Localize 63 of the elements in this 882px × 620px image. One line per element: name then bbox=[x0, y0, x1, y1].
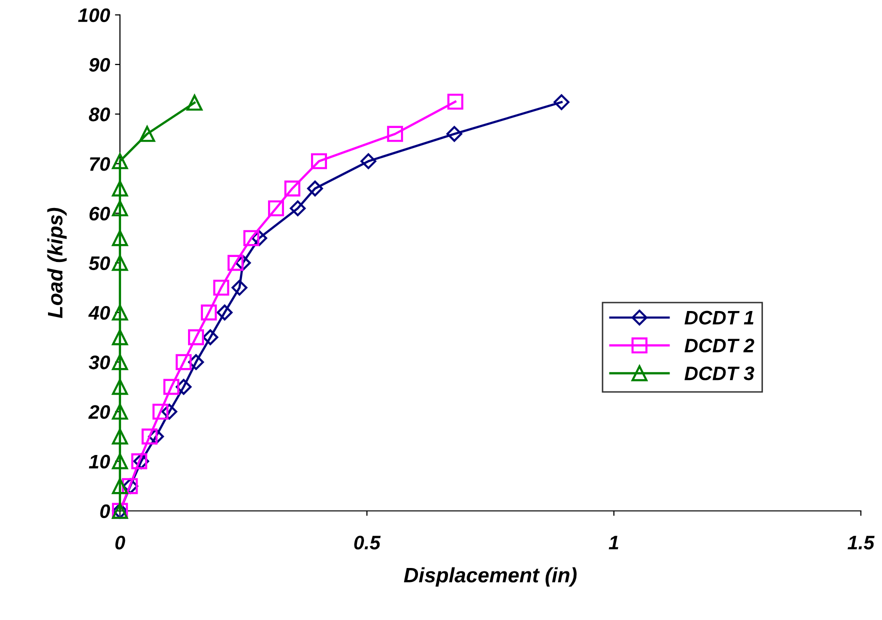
point bbox=[186, 94, 203, 111]
point bbox=[112, 180, 128, 196]
point bbox=[112, 404, 128, 420]
point bbox=[112, 378, 128, 395]
point bbox=[112, 354, 128, 370]
y-tick-label: 60 bbox=[90, 206, 110, 221]
point bbox=[161, 404, 178, 420]
y-tick-label: 30 bbox=[88, 356, 110, 370]
y-tick-label: 100 bbox=[78, 8, 110, 22]
point bbox=[142, 428, 158, 444]
point bbox=[188, 354, 204, 370]
point bbox=[290, 200, 306, 216]
point bbox=[112, 200, 128, 216]
point bbox=[112, 428, 128, 444]
point bbox=[188, 329, 204, 346]
point bbox=[307, 180, 323, 196]
x-tick-label: 1 bbox=[608, 536, 618, 550]
point bbox=[387, 126, 404, 142]
point bbox=[148, 428, 164, 444]
y-tick-label: 80 bbox=[88, 108, 110, 122]
point bbox=[176, 354, 192, 370]
y-tick-label: 50 bbox=[88, 256, 110, 270]
point bbox=[243, 230, 260, 246]
x-tick-label: 1.5 bbox=[848, 536, 875, 550]
x-tick-label: 0.5 bbox=[354, 536, 381, 550]
point bbox=[360, 153, 376, 170]
point bbox=[176, 378, 192, 395]
legend-label: DCDT 3 bbox=[684, 366, 754, 380]
x-tick-label: 0 bbox=[115, 536, 126, 550]
legend-label: DCDT 2 bbox=[684, 338, 754, 352]
point bbox=[235, 254, 251, 271]
point bbox=[251, 230, 268, 246]
point bbox=[112, 230, 128, 246]
point bbox=[228, 254, 244, 271]
y-tick-label: 90 bbox=[89, 58, 110, 72]
y-tick-label: 40 bbox=[88, 306, 110, 320]
point bbox=[139, 126, 156, 142]
point bbox=[216, 304, 233, 320]
y-tick-label: 0 bbox=[100, 504, 110, 518]
point bbox=[112, 254, 128, 271]
y-tick-label: 10 bbox=[88, 454, 110, 469]
point bbox=[311, 153, 327, 170]
point bbox=[268, 200, 284, 216]
point bbox=[112, 453, 128, 470]
point bbox=[200, 304, 217, 320]
point bbox=[202, 329, 218, 346]
point bbox=[112, 478, 128, 494]
point bbox=[163, 378, 180, 395]
x-axis-title: Displacement (in) bbox=[404, 567, 577, 587]
point bbox=[112, 304, 128, 320]
point bbox=[112, 329, 128, 346]
point bbox=[447, 94, 464, 110]
y-axis-title: Load (kips) bbox=[47, 208, 67, 318]
y-tick-label: 20 bbox=[88, 405, 110, 419]
point bbox=[112, 153, 128, 170]
point bbox=[284, 180, 300, 196]
legend-label: DCDT 1 bbox=[684, 310, 754, 325]
point bbox=[232, 280, 248, 296]
point bbox=[213, 280, 230, 296]
point bbox=[554, 94, 570, 110]
point bbox=[152, 404, 168, 420]
point bbox=[446, 126, 462, 142]
y-tick-label: 70 bbox=[90, 157, 110, 171]
